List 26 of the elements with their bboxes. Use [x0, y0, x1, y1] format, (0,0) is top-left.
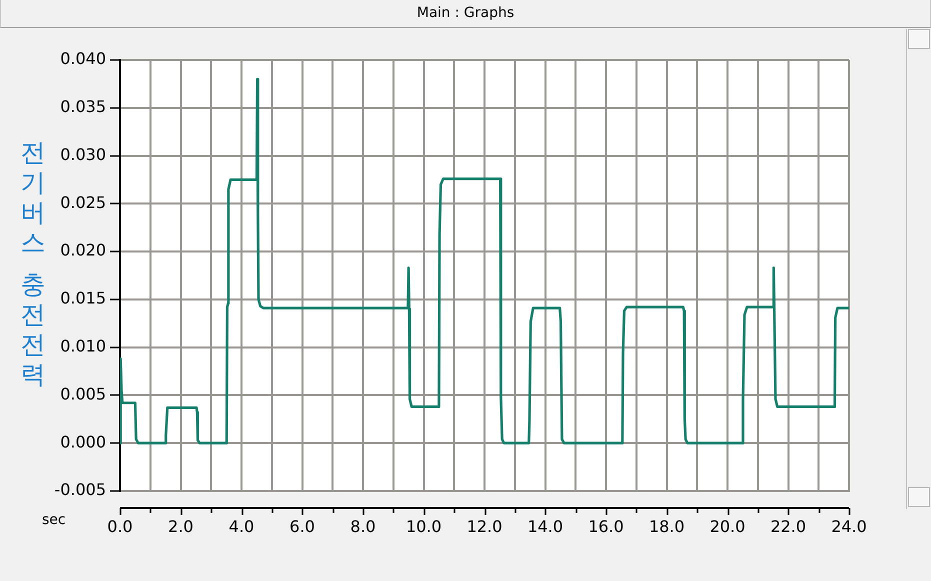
- chart-title: Main : Graphs: [416, 5, 514, 22]
- y-tick-label: 0.035: [60, 97, 106, 116]
- x-tick-label: 24.0: [831, 516, 867, 536]
- x-tick-label: 6.0: [290, 516, 315, 536]
- x-tick-label: 20.0: [710, 516, 746, 536]
- x-axis-title: sec: [42, 512, 66, 529]
- y-tick-label: 0.010: [60, 336, 106, 356]
- x-tick-label: 2.0: [168, 516, 194, 536]
- x-tick-label: 12.0: [466, 516, 502, 536]
- y-tick-label: 0.015: [60, 288, 106, 308]
- x-tick-label: 16.0: [588, 516, 624, 536]
- x-tick-label: 4.0: [228, 516, 254, 536]
- x-tick-label: 14.0: [527, 516, 564, 536]
- y-tick-label: 0.030: [60, 144, 106, 164]
- x-tick-label: 8.0: [350, 516, 376, 536]
- y-tick-label: 0.040: [60, 49, 106, 68]
- x-tick-label: 18.0: [648, 516, 685, 536]
- x-tick-label: 10.0: [406, 516, 442, 536]
- y-tick-label: -0.005: [54, 480, 106, 500]
- y-axis-title: 전기버스 충전전력: [20, 138, 46, 390]
- y-tick-label: 0.025: [60, 192, 106, 212]
- y-tick-label: 0.020: [60, 240, 106, 260]
- y-tick-label: 0.000: [60, 432, 106, 452]
- x-tick-label: 0.0: [107, 516, 133, 536]
- y-tick-label: 0.005: [60, 384, 106, 404]
- x-tick-label: 22.0: [770, 516, 806, 536]
